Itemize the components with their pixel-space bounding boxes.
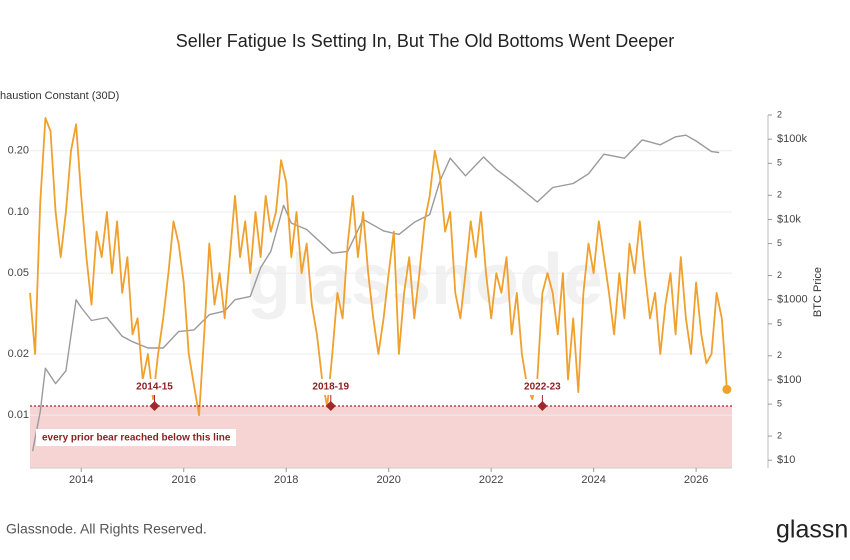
metric-line	[29, 117, 728, 417]
annotation-label: 2014-15	[136, 382, 173, 393]
y2-tick-label: 2	[777, 430, 782, 440]
y2-tick-label: 2	[777, 190, 782, 200]
annotation-label: 2022-23	[524, 382, 561, 393]
x-tick-label: 2014	[69, 474, 93, 486]
y-tick-label: 0.20	[8, 145, 29, 157]
annotation-marker	[325, 401, 336, 412]
annotation-box	[520, 379, 565, 395]
annotation-box	[308, 379, 353, 395]
y2-tick-label: 5	[777, 398, 782, 408]
y-tick-label: 0.01	[8, 409, 29, 421]
threshold-label: every prior bear reached below this line	[42, 433, 231, 444]
y2-tick-label: $10	[777, 454, 795, 466]
threshold-label-box	[36, 429, 236, 446]
y2-tick-label: 2	[777, 109, 782, 119]
price-line	[31, 134, 720, 452]
y-tick-label: 0.05	[8, 267, 29, 279]
x-tick-label: 2020	[376, 474, 400, 486]
y2-tick-label: 2	[777, 350, 782, 360]
last-point	[722, 384, 732, 394]
y-tick-label: 0.02	[8, 348, 29, 360]
annotation-marker	[149, 401, 160, 412]
x-tick-label: 2026	[684, 474, 708, 486]
chart-title: Seller Fatigue Is Setting In, But The Ol…	[176, 31, 675, 51]
y2-tick-label: $1000	[777, 294, 808, 306]
x-tick-label: 2016	[171, 474, 195, 486]
x-tick-label: 2022	[479, 474, 503, 486]
y2-tick-label: 2	[777, 270, 782, 280]
annotation-label: 2018-19	[312, 382, 349, 393]
y2-axis-label: BTC Price	[812, 267, 824, 317]
y-axis-label: haustion Constant (30D)	[0, 90, 119, 102]
x-tick-label: 2018	[274, 474, 298, 486]
y2-tick-label: $100k	[777, 133, 807, 145]
watermark: glassnode	[247, 240, 603, 320]
x-tick-label: 2024	[581, 474, 605, 486]
annotation-box	[132, 379, 177, 395]
y2-tick-label: $100	[777, 374, 801, 386]
y2-tick-label: 5	[777, 238, 782, 248]
y-tick-label: 0.10	[8, 206, 29, 218]
annotation-marker	[537, 401, 548, 412]
footer: Glassnode. All Rights Reserved.	[6, 521, 207, 537]
y2-tick-label: 5	[777, 158, 782, 168]
y2-tick-label: 5	[777, 318, 782, 328]
logo: glassn	[776, 516, 848, 544]
y2-tick-label: $10k	[777, 213, 801, 225]
